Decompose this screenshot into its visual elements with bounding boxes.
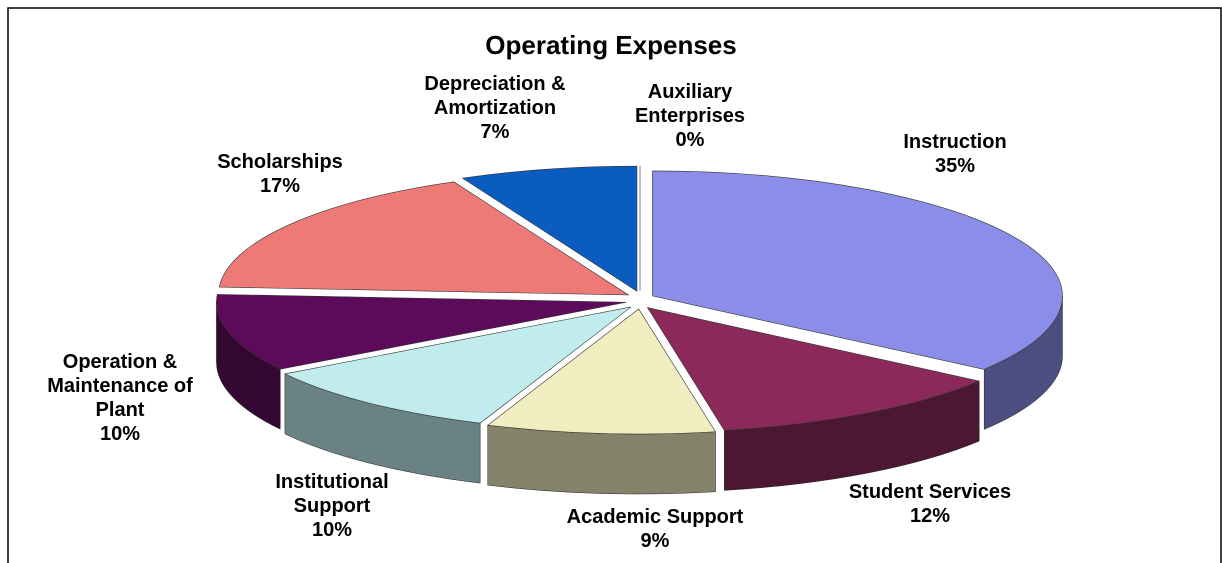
value-label: 12% — [909, 505, 951, 527]
slice-label: Institutional Support 10% — [257, 470, 407, 542]
value-label: 7% — [480, 121, 510, 143]
slice-label: Operation & Maintenance of Plant 10% — [45, 350, 195, 446]
slice-label: Student Services 12% — [805, 480, 1055, 528]
chart-title: Operating Expenses — [485, 30, 737, 60]
value-label: 10% — [99, 423, 141, 445]
category-name: Institutional Support — [275, 471, 389, 517]
category-name: Instruction — [903, 131, 1007, 153]
slice — [283, 306, 632, 424]
value-label: 35% — [934, 155, 976, 177]
slice — [216, 294, 627, 370]
category-name: Depreciation & Amortization — [424, 73, 566, 119]
slice — [461, 165, 638, 292]
frame — [7, 7, 1222, 563]
category-name: Student Services — [848, 481, 1012, 503]
value-label: 0% — [675, 129, 705, 151]
category-name: Academic Support — [566, 506, 744, 528]
slice-side — [487, 424, 716, 495]
slice — [218, 181, 630, 296]
slice-label: Instruction 35% — [855, 130, 1055, 178]
category-name: Auxiliary Enterprises — [634, 81, 746, 127]
value-label: 10% — [311, 519, 353, 541]
slice-label: Auxiliary Enterprises 0% — [620, 80, 760, 152]
slice-label: Scholarships 17% — [180, 150, 380, 198]
slice — [486, 308, 717, 435]
slice — [652, 170, 1063, 370]
slice-label: Depreciation & Amortization 7% — [405, 72, 585, 144]
slice-label: Academic Support 9% — [525, 505, 785, 553]
value-label: 17% — [259, 175, 301, 197]
category-name: Operation & Maintenance of Plant — [47, 351, 193, 421]
category-name: Scholarships — [217, 151, 343, 173]
slice — [646, 307, 981, 431]
value-label: 9% — [640, 530, 670, 552]
